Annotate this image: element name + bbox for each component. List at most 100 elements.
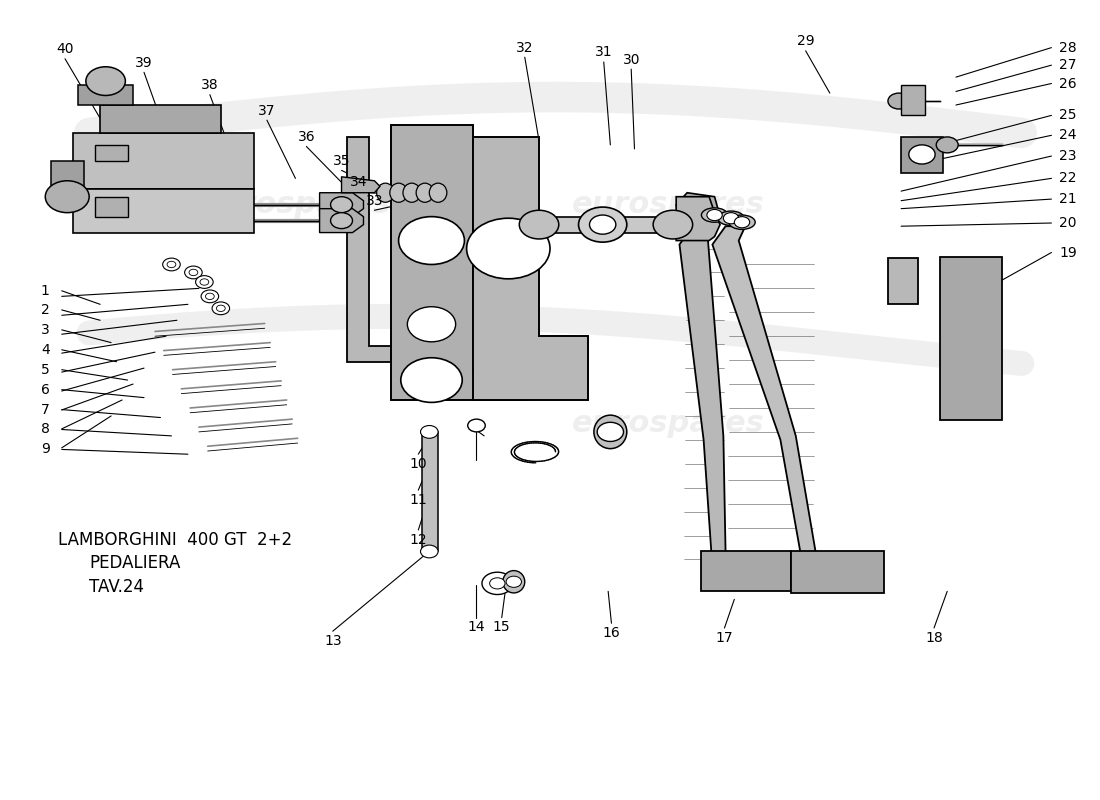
Polygon shape bbox=[421, 432, 438, 551]
Circle shape bbox=[466, 218, 550, 279]
Circle shape bbox=[398, 217, 464, 265]
Circle shape bbox=[400, 358, 462, 402]
Ellipse shape bbox=[729, 215, 756, 230]
Ellipse shape bbox=[376, 183, 394, 202]
Circle shape bbox=[590, 215, 616, 234]
Circle shape bbox=[86, 66, 125, 95]
Ellipse shape bbox=[403, 183, 420, 202]
Circle shape bbox=[909, 145, 935, 164]
Polygon shape bbox=[702, 551, 791, 591]
Text: 20: 20 bbox=[1059, 216, 1077, 230]
Text: 10: 10 bbox=[409, 457, 427, 470]
Text: TAV.24: TAV.24 bbox=[89, 578, 144, 596]
Ellipse shape bbox=[718, 211, 745, 226]
Text: 22: 22 bbox=[1059, 171, 1077, 186]
Text: 21: 21 bbox=[1059, 192, 1077, 206]
Circle shape bbox=[420, 545, 438, 558]
Ellipse shape bbox=[594, 415, 627, 449]
Text: 3: 3 bbox=[41, 323, 50, 337]
Circle shape bbox=[707, 210, 723, 221]
Text: 15: 15 bbox=[493, 620, 510, 634]
Polygon shape bbox=[528, 217, 676, 233]
Text: 33: 33 bbox=[365, 194, 383, 208]
Ellipse shape bbox=[416, 183, 433, 202]
Text: 32: 32 bbox=[516, 41, 534, 54]
Polygon shape bbox=[939, 257, 1002, 420]
Text: 31: 31 bbox=[595, 46, 613, 59]
Text: 27: 27 bbox=[1059, 58, 1077, 72]
Text: 18: 18 bbox=[925, 630, 943, 645]
Circle shape bbox=[407, 306, 455, 342]
Polygon shape bbox=[676, 197, 720, 241]
Text: 24: 24 bbox=[1059, 128, 1077, 142]
Text: LAMBORGHINI  400 GT  2+2: LAMBORGHINI 400 GT 2+2 bbox=[58, 530, 293, 549]
Circle shape bbox=[888, 93, 910, 109]
Polygon shape bbox=[51, 161, 84, 193]
Circle shape bbox=[724, 213, 739, 224]
Polygon shape bbox=[95, 145, 128, 161]
Circle shape bbox=[597, 422, 624, 442]
Text: 19: 19 bbox=[1059, 246, 1077, 259]
Text: 2: 2 bbox=[41, 303, 50, 317]
Circle shape bbox=[163, 258, 180, 271]
Circle shape bbox=[653, 210, 693, 239]
Circle shape bbox=[212, 302, 230, 314]
Text: 25: 25 bbox=[1059, 108, 1077, 122]
Polygon shape bbox=[680, 226, 726, 567]
Text: 17: 17 bbox=[716, 630, 734, 645]
Circle shape bbox=[206, 293, 214, 299]
Text: PEDALIERA: PEDALIERA bbox=[89, 554, 180, 573]
Circle shape bbox=[196, 276, 213, 288]
Circle shape bbox=[167, 262, 176, 268]
Polygon shape bbox=[73, 133, 254, 189]
Circle shape bbox=[735, 217, 750, 228]
Text: eurospares: eurospares bbox=[572, 410, 764, 438]
Polygon shape bbox=[346, 137, 390, 362]
Circle shape bbox=[331, 213, 352, 229]
Text: 11: 11 bbox=[409, 493, 427, 506]
Circle shape bbox=[936, 137, 958, 153]
Polygon shape bbox=[100, 105, 221, 133]
Polygon shape bbox=[341, 177, 380, 193]
Text: 26: 26 bbox=[1059, 77, 1077, 90]
Circle shape bbox=[579, 207, 627, 242]
Polygon shape bbox=[320, 193, 363, 217]
Polygon shape bbox=[78, 85, 133, 105]
Text: 8: 8 bbox=[41, 422, 50, 437]
Text: 30: 30 bbox=[623, 53, 640, 66]
Circle shape bbox=[519, 210, 559, 239]
Text: 23: 23 bbox=[1059, 149, 1077, 163]
Text: 16: 16 bbox=[603, 626, 620, 640]
Polygon shape bbox=[73, 189, 254, 233]
Text: 38: 38 bbox=[201, 78, 219, 92]
Polygon shape bbox=[901, 137, 943, 173]
Circle shape bbox=[331, 197, 352, 213]
Circle shape bbox=[189, 270, 198, 276]
Ellipse shape bbox=[429, 183, 447, 202]
Ellipse shape bbox=[503, 570, 525, 593]
Text: 40: 40 bbox=[56, 42, 74, 56]
Polygon shape bbox=[320, 209, 363, 233]
Polygon shape bbox=[901, 85, 925, 115]
Polygon shape bbox=[390, 125, 528, 400]
Text: eurospares: eurospares bbox=[572, 190, 764, 219]
Circle shape bbox=[482, 572, 513, 594]
Text: 12: 12 bbox=[409, 533, 427, 546]
Text: 14: 14 bbox=[468, 620, 485, 634]
Circle shape bbox=[217, 305, 226, 311]
Text: 9: 9 bbox=[41, 442, 50, 457]
Circle shape bbox=[200, 279, 209, 285]
Polygon shape bbox=[888, 258, 917, 304]
Circle shape bbox=[490, 578, 505, 589]
Ellipse shape bbox=[702, 208, 728, 222]
Polygon shape bbox=[791, 551, 883, 593]
Polygon shape bbox=[676, 193, 720, 226]
Circle shape bbox=[420, 426, 438, 438]
Circle shape bbox=[45, 181, 89, 213]
Text: 6: 6 bbox=[41, 382, 50, 397]
Circle shape bbox=[201, 290, 219, 302]
Polygon shape bbox=[473, 137, 588, 400]
Text: 29: 29 bbox=[796, 34, 814, 48]
Circle shape bbox=[185, 266, 202, 279]
Text: eurospares: eurospares bbox=[199, 190, 392, 219]
